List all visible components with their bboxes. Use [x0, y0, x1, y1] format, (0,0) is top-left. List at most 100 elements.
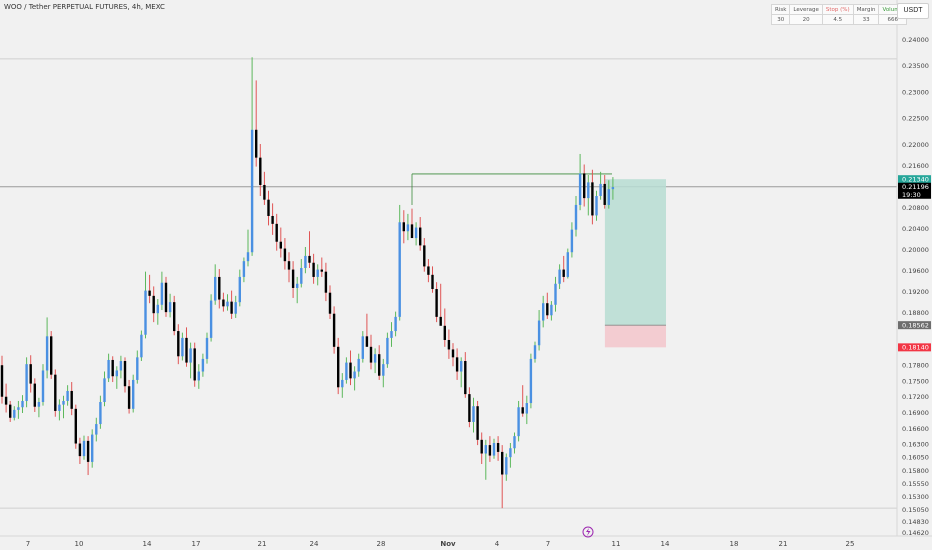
candle-body [91, 434, 94, 462]
candle-body [501, 451, 504, 475]
candle-body [263, 184, 266, 200]
candle-body [488, 445, 492, 456]
candle-body [99, 402, 102, 425]
candle-body [148, 290, 151, 296]
candle-body [464, 361, 467, 395]
candle-body [406, 224, 410, 232]
price-tag-label: 0.21196 [902, 183, 929, 191]
horizontal-lines [0, 58, 897, 509]
candle-body [279, 241, 282, 249]
price-tick-label: 0.16300 [902, 441, 929, 449]
candle-body [25, 364, 28, 401]
candle-body [480, 439, 483, 454]
candle-body [373, 354, 377, 363]
candle-body [255, 129, 258, 158]
leverage-header: Leverage [789, 4, 823, 15]
candle-body [62, 400, 65, 405]
candle-body [611, 187, 615, 190]
candle-body [189, 348, 192, 363]
candle-body [558, 269, 561, 284]
candle-body [144, 290, 147, 335]
candle-body [517, 407, 520, 437]
candle-body [54, 374, 57, 411]
candle-body [607, 189, 610, 205]
price-tag-target [898, 175, 931, 184]
time-axis[interactable]: 7 10 14 17 21 24 28 Nov 4 7 11 14 18 21 25 [26, 540, 855, 548]
price-axis[interactable]: 0.245000.240000.235000.230000.225000.220… [902, 10, 929, 537]
candle-body [357, 358, 360, 372]
price-tick-label: 0.20000 [902, 246, 929, 254]
candle-body [181, 337, 184, 357]
candle-body [443, 325, 446, 340]
candle-body [132, 379, 135, 409]
candle-body [193, 348, 196, 381]
chart-title: WOO / Tether PERPETUAL FUTURES, 4h, MEXC [4, 3, 165, 11]
risk-value: 30 [770, 14, 791, 25]
candle-body [283, 248, 287, 262]
candle-body [546, 303, 549, 316]
price-tick-label: 0.23500 [902, 62, 929, 70]
risk-table: Risk Leverage Stop (%) Margin Volume 30 … [770, 4, 907, 25]
candle-body [591, 182, 594, 216]
candle-body [4, 396, 8, 405]
candle-body [451, 349, 455, 358]
candle-body [427, 266, 430, 275]
candle-body [570, 229, 574, 253]
candle-body [246, 252, 250, 262]
candle-body [496, 442, 500, 452]
candle-body [152, 295, 155, 314]
candle-body [505, 457, 508, 475]
price-tick-label: 0.15050 [902, 506, 929, 514]
candle-body [394, 316, 397, 332]
candle-body [115, 370, 118, 377]
candle-body [95, 424, 98, 435]
time-tick-label: 17 [192, 540, 201, 548]
time-tick-label: 10 [75, 540, 84, 548]
candle-body [111, 359, 114, 377]
price-tag-label: 0.18140 [902, 344, 929, 352]
candle-body [341, 379, 344, 388]
candle-body [509, 448, 512, 458]
candle-body [304, 255, 307, 268]
candle-body [324, 271, 328, 293]
time-tick-label: 18 [730, 540, 739, 548]
candle-body [316, 269, 319, 277]
time-tick-label: 28 [377, 540, 386, 548]
candle-body [21, 400, 24, 408]
price-tag-current [898, 182, 931, 199]
currency-selector-button[interactable]: USDT [897, 3, 929, 19]
margin-header: Margin [852, 4, 880, 15]
candle-body [455, 357, 459, 372]
time-tick-label: Nov [440, 540, 456, 548]
risk-table-value-row: 30 20 4.5 33 666 [770, 14, 907, 25]
candle-body [45, 336, 49, 371]
candle-body [578, 173, 582, 205]
candle-body [398, 222, 401, 317]
candle-body [271, 215, 274, 224]
candle-body [33, 383, 36, 407]
price-tick-label: 0.20400 [902, 225, 929, 233]
price-tick-label: 0.23000 [902, 88, 929, 96]
leverage-value: 20 [789, 14, 823, 25]
price-tick-label: 0.17800 [902, 362, 929, 370]
candle-body [308, 255, 311, 263]
candle-body [525, 403, 528, 414]
candle-body [226, 301, 229, 307]
price-tick-label: 0.22000 [902, 141, 929, 149]
price-tick-label: 0.18800 [902, 309, 929, 317]
candle-body [82, 440, 86, 457]
candle-body [197, 371, 200, 381]
candle-body [587, 182, 590, 199]
price-tag-countdown: 19:30 [902, 191, 921, 199]
candle-body [419, 227, 422, 246]
price-tick-label: 0.17500 [902, 377, 929, 385]
price-tick-label: 0.22500 [902, 115, 929, 123]
price-tick-label: 0.14620 [902, 529, 929, 537]
lightning-icon[interactable] [582, 526, 594, 538]
candle-body [0, 365, 4, 397]
time-tick-label: 21 [779, 540, 788, 548]
target-zone [604, 179, 666, 326]
candle-body [9, 404, 12, 418]
price-tag-label: 0.21340 [902, 176, 929, 184]
